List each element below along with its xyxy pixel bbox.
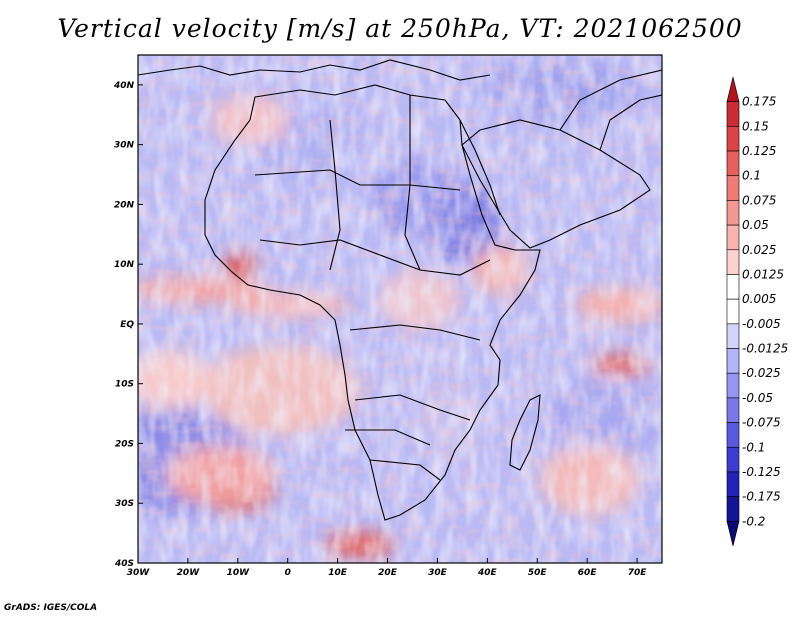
credit-text: GrADS: IGES/COLA (4, 603, 98, 613)
lon-tick-label: 50E (528, 568, 548, 578)
colorbar-label: -0.025 (742, 366, 781, 380)
lat-tick-label: 30N (114, 141, 135, 151)
lon-tick-label: 30W (127, 568, 151, 578)
lat-tick-label: 10S (115, 380, 134, 390)
colorbar-label: 0.075 (742, 193, 776, 207)
lon-tick-label: 0 (285, 568, 291, 578)
colorbar-label: 0.05 (742, 218, 769, 232)
lon-tick-label: 10E (328, 568, 348, 578)
colorbar-label: 0.025 (742, 243, 776, 257)
colorbar-label: -0.005 (742, 317, 781, 331)
colorbar-label: -0.2 (742, 514, 765, 528)
colorbar-swatch (726, 446, 740, 473)
lat-tick-label: 40S (114, 559, 134, 569)
colorbar-label: -0.05 (742, 391, 773, 405)
colorbar-label: 0.175 (742, 95, 776, 109)
colorbar-swatch (726, 200, 740, 226)
colorbar-swatch (726, 496, 740, 522)
colorbar-swatch (726, 101, 740, 127)
colorbar-label: -0.125 (742, 465, 781, 479)
colorbar-swatch (726, 76, 740, 102)
lat-tick-label: EQ (120, 320, 134, 330)
colorbar-swatch (726, 126, 740, 152)
colorbar-label: -0.1 (742, 440, 765, 454)
coastlines (138, 59, 662, 521)
colorbar-swatch (726, 372, 740, 399)
colorbar-swatch (726, 471, 740, 497)
colorbar-swatch (726, 249, 740, 275)
axis-ticks: 30W 20W 10W 0 10E 20E 30E 40E 50E 60E 70E 40N 30N 20N… (113, 81, 647, 578)
chart-title: Vertical velocity [m/s] at 250hPa, VT: 2… (57, 14, 743, 43)
lat-tick-label: 20N (114, 200, 135, 210)
colorbar-swatch (726, 224, 740, 251)
lat-tick-label: 40N (113, 81, 135, 91)
colorbar-label: 0.125 (742, 144, 776, 158)
lat-tick-label: 30S (115, 499, 134, 509)
colorbar-swatch (726, 175, 740, 201)
colorbar-label: 0.0125 (742, 267, 784, 281)
colorbar-label: -0.175 (742, 490, 781, 504)
colorbar-label: 0.005 (742, 292, 776, 306)
colorbar-swatch (726, 298, 740, 325)
lon-tick-label: 20W (177, 568, 201, 578)
colorbar: 0.175 0.15 0.125 0.1 0.075 0.05 0.025 0.0125 0.0… (726, 76, 788, 547)
lon-tick-label: 10W (227, 568, 251, 578)
colorbar-swatch (726, 323, 740, 349)
lon-tick-label: 40E (477, 568, 498, 578)
colorbar-swatch (726, 422, 740, 448)
lon-tick-label: 60E (578, 568, 598, 578)
lat-tick-label: 20S (115, 439, 134, 449)
colorbar-label: 0.15 (742, 119, 769, 133)
lon-tick-label: 70E (628, 568, 648, 578)
colorbar-swatch (726, 274, 740, 300)
lon-tick-label: 30E (428, 568, 448, 578)
lat-tick-label: 10N (114, 260, 135, 270)
colorbar-swatch (726, 150, 740, 177)
colorbar-swatch (726, 397, 740, 423)
colorbar-swatch (726, 348, 740, 374)
lon-tick-label: 20E (378, 568, 398, 578)
colorbar-label: 0.1 (742, 169, 761, 183)
colorbar-label: -0.075 (742, 416, 781, 430)
colorbar-swatch (726, 521, 740, 547)
colorbar-label: -0.0125 (742, 342, 788, 356)
plot-frame (137, 54, 663, 564)
velocity-field (138, 55, 662, 563)
